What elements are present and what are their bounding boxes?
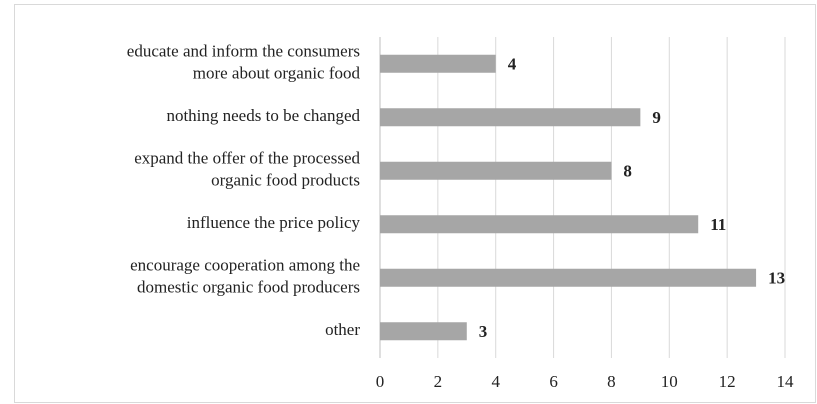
chart-frame: [14, 4, 816, 403]
y-tick-label: nothing needs to be changed: [166, 106, 360, 125]
bar: [380, 322, 467, 341]
data-label: 8: [623, 162, 632, 181]
x-tick-label: 8: [607, 372, 616, 391]
y-tick-label: expand the offer of the processed: [134, 149, 360, 168]
x-tick-label: 10: [661, 372, 678, 391]
bar: [380, 54, 496, 73]
bar: [380, 108, 641, 127]
y-tick-label: influence the price policy: [187, 213, 361, 232]
x-tick-label: 12: [719, 372, 736, 391]
data-label: 4: [508, 55, 517, 74]
y-tick-label: organic food products: [211, 171, 360, 190]
y-tick-label: more about organic food: [193, 64, 361, 83]
bar: [380, 215, 699, 234]
data-label: 9: [652, 108, 661, 127]
x-tick-label: 0: [376, 372, 385, 391]
x-tick-label: 14: [777, 372, 795, 391]
y-tick-label: domestic organic food producers: [137, 278, 360, 297]
x-tick-label: 4: [491, 372, 500, 391]
data-label: 3: [479, 322, 488, 341]
data-label: 11: [710, 215, 726, 234]
y-tick-label: educate and inform the consumers: [127, 42, 360, 61]
bar: [380, 161, 612, 180]
y-tick-label: encourage cooperation among the: [130, 256, 360, 275]
x-tick-label: 6: [549, 372, 558, 391]
x-tick-label: 2: [434, 372, 443, 391]
y-tick-label: other: [325, 320, 360, 339]
data-label: 13: [768, 269, 785, 288]
bar: [380, 268, 757, 287]
